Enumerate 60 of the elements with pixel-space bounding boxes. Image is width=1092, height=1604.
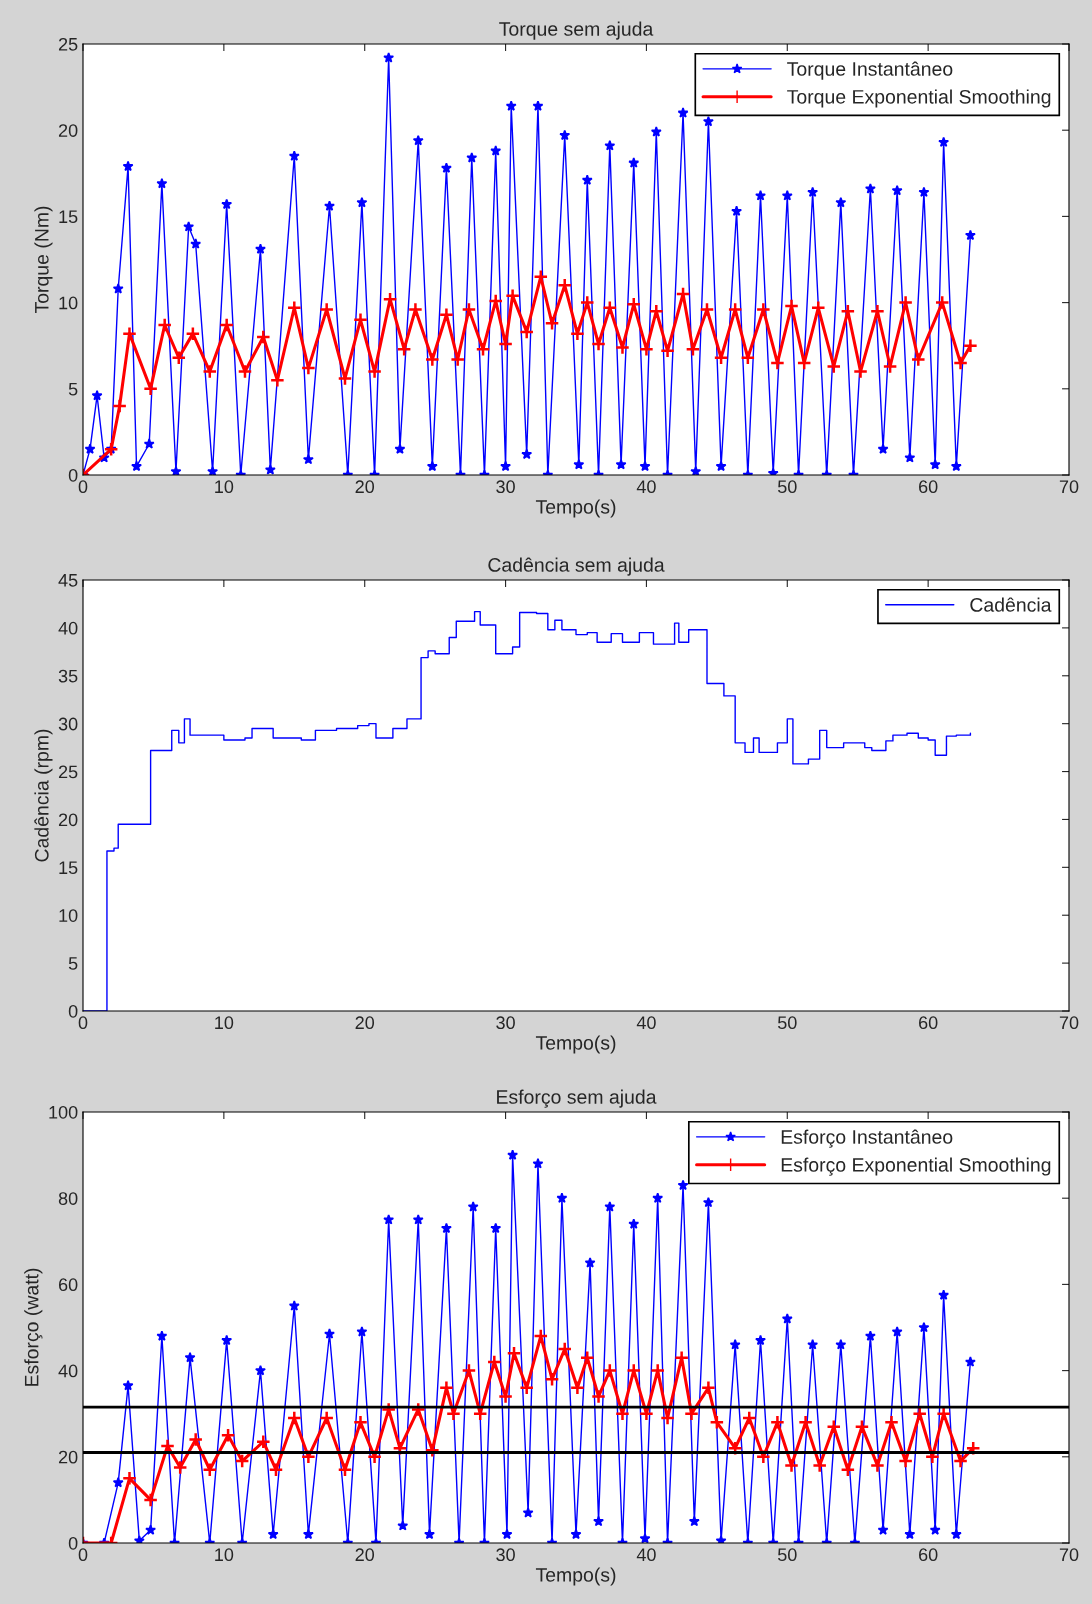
x-tick-label: 40: [636, 1016, 656, 1030]
y-tick-label: 25: [58, 765, 78, 779]
y-tick-label: 15: [59, 861, 78, 875]
x-axis-title: Tempo(s): [535, 1035, 616, 1054]
x-tick-label: 70: [1059, 480, 1079, 494]
y-tick-label: 10: [59, 909, 78, 922]
x-tick-label: 70: [1059, 1016, 1079, 1030]
x-tick-label: 20: [355, 1548, 375, 1562]
x-tick-label: 10: [215, 480, 234, 494]
y-tick-label: 35: [58, 669, 78, 683]
x-tick-label: 30: [496, 480, 515, 494]
x-tick-label: 50: [777, 480, 797, 494]
y-tick-label: 20: [58, 813, 78, 827]
legend-label: Esforço Exponential Smoothing: [781, 1157, 1051, 1176]
y-tick-label: 0: [68, 468, 78, 482]
x-tick-label: 60: [919, 1016, 938, 1030]
x-tick-label: 20: [355, 1016, 375, 1030]
legend-label: Esforço Instantâneo: [781, 1129, 953, 1148]
x-tick-label: 30: [496, 1016, 515, 1030]
chart-title: Torque sem ajuda: [499, 21, 654, 40]
y-tick-label: 40: [58, 1364, 78, 1378]
y-tick-label: 20: [58, 1450, 78, 1464]
x-tick-label: 60: [919, 1548, 938, 1562]
x-tick-label: 70: [1059, 1548, 1079, 1562]
y-tick-label: 5: [68, 382, 78, 396]
y-tick-label: 10: [59, 296, 78, 310]
x-tick-label: 50: [777, 1548, 797, 1562]
legend-label: Torque Instantâneo: [787, 61, 953, 80]
y-tick-label: 100: [49, 1105, 78, 1119]
x-tick-label: 50: [777, 1016, 797, 1030]
y-tick-label: 0: [68, 1536, 78, 1550]
y-tick-label: 30: [58, 717, 78, 731]
x-axis-title: Tempo(s): [535, 499, 616, 518]
y-tick-label: 5: [68, 957, 78, 970]
y-axis-title: Cadência (rpm): [34, 729, 53, 862]
y-tick-label: 60: [58, 1278, 78, 1292]
x-tick-label: 30: [496, 1548, 515, 1562]
y-tick-label: 0: [68, 1004, 78, 1018]
chart-title: Esforço sem ajuda: [497, 1089, 657, 1108]
x-tick-label: 60: [919, 480, 938, 494]
x-tick-label: 0: [78, 1016, 88, 1030]
x-tick-label: 0: [78, 1548, 88, 1562]
y-tick-label: 25: [58, 37, 78, 51]
y-tick-label: 15: [59, 210, 78, 224]
chart-title: Cadência sem ajuda: [488, 557, 665, 576]
legend-label: Torque Exponential Smoothing: [787, 89, 1051, 108]
y-tick-label: 45: [58, 574, 78, 587]
x-tick-label: 0: [78, 480, 88, 494]
x-tick-label: 10: [215, 1548, 234, 1562]
x-tick-label: 10: [215, 1016, 234, 1030]
y-tick-label: 20: [58, 124, 78, 137]
legend-label: Cadência: [970, 597, 1052, 612]
x-axis-title: Tempo(s): [535, 1567, 616, 1586]
y-axis-title: Esforço (watt): [24, 1268, 43, 1386]
y-tick-label: 80: [58, 1192, 78, 1205]
y-tick-label: 40: [58, 621, 78, 635]
x-tick-label: 40: [636, 480, 656, 494]
x-tick-label: 40: [636, 1548, 656, 1562]
x-tick-label: 20: [355, 480, 375, 494]
y-axis-title: Torque (Nm): [34, 206, 53, 314]
